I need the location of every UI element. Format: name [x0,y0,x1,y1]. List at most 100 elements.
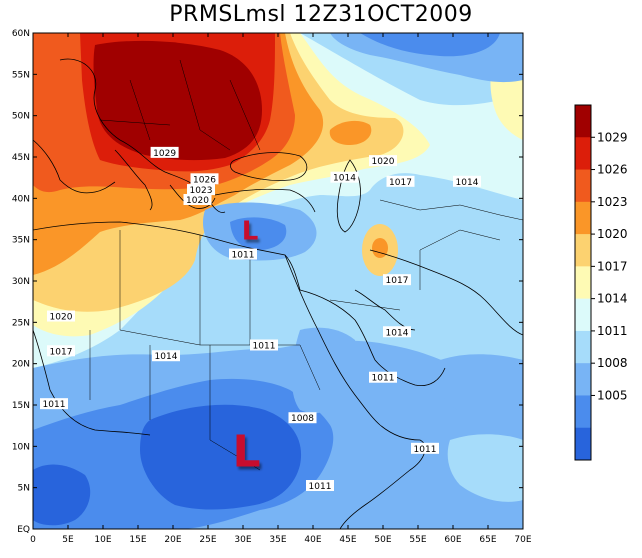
isobar-region-redsea-1011 [291,327,357,414]
colorbar-label: 1014 [597,292,628,306]
colorbar-frame [574,104,592,461]
border-14 [229,79,261,151]
lat-tick-label: 50N [12,112,30,122]
colorbar-label: 1029 [597,130,628,144]
lat-tick-label: 20N [12,360,30,370]
isobar-label: 1011 [250,339,278,351]
isobar-label: 1017 [383,274,411,286]
isobar-label-bg [250,339,278,351]
lat-tick-label: 55N [12,70,30,80]
isobar-label-bg [383,326,411,338]
lon-tick-label: 50E [374,535,391,545]
isobar-label-text: 1020 [186,196,209,206]
longitude-axis: 0 5E 10E 15E 20E 25E 30E 35E 40E 45E 50E 55E 60E 65E 7… [30,33,532,545]
isobar-label: 1020 [369,155,397,167]
lat-tick-label: 15N [12,401,30,411]
lon-tick-label: 55E [409,535,426,545]
lat-tick-label: 10N [12,442,30,452]
isobar-label-bg [453,175,481,187]
lat-tick-label: 35N [12,236,30,246]
isobar-label-text: 1014 [333,174,356,184]
isobar-label-bg [47,310,75,322]
isobar-label-bg [288,412,317,424]
isobar-label: 1023 [187,184,215,196]
isobar-label-text: 1014 [386,328,409,338]
colorbar-label: 1011 [597,324,628,338]
isobar-label: 1011 [369,371,397,384]
pressure-field [33,33,523,529]
border-9 [419,229,501,290]
isobar-label-text: 1020 [372,157,395,167]
lon-tick-label: 0 [30,535,36,545]
isobar-label-text: 1014 [456,178,479,188]
isobar-label: 1014 [453,175,481,188]
lon-tick-label: 10E [94,535,111,545]
isobar-label-text: 1017 [386,276,409,286]
isobar-label-text: 1029 [153,149,176,159]
border-10 [379,199,523,221]
colorbar-swatch [575,137,591,171]
border-1 [119,230,201,346]
border-8 [329,299,401,311]
country-borders [89,59,523,471]
colorbar-label: 1017 [597,259,628,273]
colorbar-swatch [575,330,591,364]
isobar-label-text: 1011 [43,400,66,410]
isobar-region-arabian-1011 [434,354,523,422]
isobar-label-bg [383,274,411,286]
coastline-iran [369,249,523,336]
low-marker-large: L [232,426,260,477]
isobar-label-text: 1026 [193,175,216,185]
colorbar-swatch [575,298,591,332]
coastline-iberia [33,139,116,194]
coastline-turkey [214,188,316,213]
isobar-label-text: 1023 [190,186,213,196]
isobar-label-bg [306,480,334,492]
isobar-label-text: 1011 [232,251,255,261]
isobar-label-bg [190,173,219,185]
isobar-label: 1017 [47,345,75,357]
isobar-label: 1011 [229,248,257,261]
lon-tick-label: 40E [304,535,321,545]
isobar-label: 1029 [150,146,179,159]
high-core-iran [372,238,388,258]
lon-tick-label: 5E [62,535,74,545]
isobar-label: 1011 [306,480,334,492]
isobar-region-low-north-core [360,33,500,57]
isobar-label: 1020 [47,310,75,323]
border-6 [209,345,261,471]
lat-tick-label: 30N [12,277,30,287]
isobar-label-bg [150,146,179,158]
colorbar-label: 1020 [597,227,628,241]
lon-tick-label: 20E [164,535,181,545]
isobar-region-1026-east [329,120,372,145]
isobar-label-text: 1008 [291,414,314,424]
coastlines [33,58,523,529]
isobar-label-text: 1017 [50,347,73,357]
colorbar-swatch [575,395,591,429]
isobar-label: 1026 [190,173,219,185]
isobar-label: 1011 [411,442,439,455]
colorbar-label: 1023 [597,195,628,209]
coastline-italy [114,149,153,211]
lon-tick-label: 30E [234,535,251,545]
border-11 [129,79,151,141]
colorbar-label: 1005 [597,388,628,402]
lat-tick-label: 25N [12,318,30,328]
lon-tick-label: 70E [514,535,531,545]
coastline-red-sea [284,254,381,426]
isobar-label-bg [411,442,439,454]
border-2 [199,235,260,346]
coastline-west-africa [33,329,151,436]
colorbar-label: 1026 [597,163,628,177]
lon-tick-label: 65E [479,535,496,545]
border-13 [99,119,171,126]
map-title: PRMSLmsl 12Z31OCT2009 [169,2,473,27]
coastline-caspian [336,159,361,233]
isobar-label: 1014 [152,350,180,362]
colorbar: 1029 1026 1023 1020 1017 1014 1011 1008 1005 [574,104,628,461]
lon-tick-label: 45E [339,535,356,545]
border-12 [179,59,231,151]
